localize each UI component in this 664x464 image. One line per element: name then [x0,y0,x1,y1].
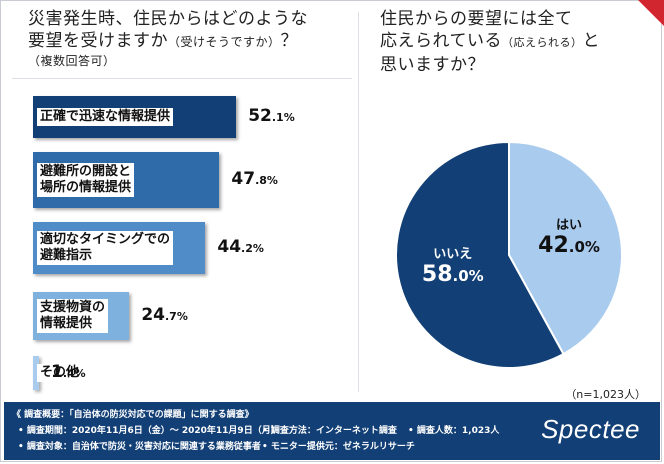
bar: その他 [33,356,83,390]
bar-value-label: 47.8% [231,169,278,189]
bar-label: 避難所の開設と 場所の情報提供 [37,163,135,197]
bar: 支援物資の 情報提供 [33,292,130,340]
left-question-note: （受けそうですか） [168,35,281,49]
survey-period: • 調査期間：2020年11月6日（金）～ 2020年11月9日（月） [18,426,280,436]
pie-slice-label: はい 42.0% [538,217,600,258]
left-question: 災害発生時、住民からはどのような 要望を受けますか（受けそうですか）？ （複数回… [28,8,308,69]
bar: 適切なタイミングでの 避難指示 [33,222,206,274]
bar: 正確で迅速な情報提供 [33,96,237,138]
right-question-line1: 住民からの要望には全て [380,9,573,29]
bar-label: 支援物資の 情報提供 [37,299,109,333]
bar-value-label: 24.7% [141,305,188,325]
right-question-line3: 思いますか？ [380,55,485,75]
survey-title: 《 調査概要：「自治体の防災対応での課題」に関する調査》 [12,410,254,420]
survey-target: • 調査対象：自治体で防災・災害対応に関連する業務従事者 [18,442,261,452]
footer-survey-summary: 《 調査概要：「自治体の防災対応での課題」に関する調査》 • 調査期間：2020… [4,402,660,460]
bar: 避難所の開設と 場所の情報提供 [33,152,220,208]
survey-monitor: • モニター提供元：ゼネラルリサーチ [262,442,415,452]
bar-label: 正確で迅速な情報提供 [37,108,174,126]
left-question-mark: ？ [280,31,299,51]
left-question-line1: 災害発生時、住民からはどのような [28,9,308,29]
survey-count: • 調査人数：1,023人 [408,426,500,436]
right-question-line2: 応えられている [380,31,502,51]
right-question-note: （応えられる） [502,36,583,49]
multiple-answer-note: （複数回答可） [28,54,116,68]
survey-method: • 調査方法：インターネット調査 [262,426,397,436]
left-question-line2: 要望を受けますか [28,31,168,51]
right-question-end: と [582,31,600,51]
corner-accent [638,0,664,26]
bar-label: その他 [37,364,83,382]
bar-label: 適切なタイミングでの 避難指示 [37,231,174,265]
bar-value-label: 1.4% [51,362,86,382]
bar-value-label: 52.1% [248,106,295,126]
divider-horizontal [12,78,352,79]
spectee-logo: Spectee [541,414,640,444]
right-question: 住民からの要望には全て 応えられている（応えられる）と 思いますか？ [380,8,600,76]
sample-size-note: （n=1,023人） [565,388,646,401]
pie-slice-label: いいえ 58.0% [421,247,484,288]
divider-vertical [358,12,359,392]
bar-value-label: 44.2% [217,237,264,257]
